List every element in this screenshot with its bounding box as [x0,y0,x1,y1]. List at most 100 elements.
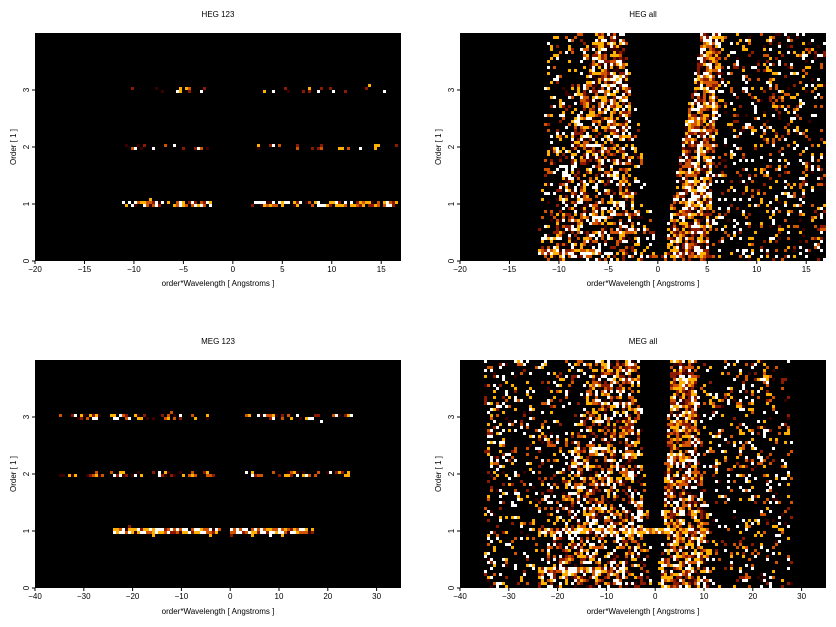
x-tick-label: −5 [179,265,189,274]
heatmap-cell [308,87,311,90]
heatmap-cell [583,423,586,426]
heatmap-cell [688,384,691,387]
heatmap-cell [607,444,610,447]
heatmap-cell [688,252,691,255]
heatmap-cell [700,552,703,555]
heatmap-cell [616,582,619,585]
y-tick-label: 1 [22,201,31,206]
heatmap-cell [634,564,637,567]
heatmap-cell [305,201,308,204]
heatmap-cell [604,534,607,537]
heatmap-cell [685,477,688,480]
heatmap-cell [257,414,260,417]
heatmap-cell [688,249,691,252]
heatmap-cell [667,462,670,465]
heatmap-cell [673,444,676,447]
heatmap-cell [787,195,790,198]
heatmap-cell [574,252,577,255]
heatmap-cell [667,483,670,486]
heatmap-cell [670,381,673,384]
heatmap-cell [652,528,655,531]
heatmap-cell [586,501,589,504]
heatmap-cell [604,219,607,222]
heatmap-cell [622,72,625,75]
heatmap-cell [622,201,625,204]
heatmap-cell [742,75,745,78]
heatmap-cell [592,120,595,123]
heatmap-cell [490,435,493,438]
heatmap-cell [703,501,706,504]
heatmap-cell [598,120,601,123]
heatmap-cell [679,363,682,366]
heatmap-cell [700,555,703,558]
heatmap-cell [164,531,167,534]
heatmap-cell [613,567,616,570]
heatmap-cell [544,528,547,531]
heatmap-cell [691,513,694,516]
heatmap-cell [586,93,589,96]
heatmap-cell [595,531,598,534]
heatmap-cell [586,258,589,261]
heatmap-cell [203,201,206,204]
heatmap-cell [559,237,562,240]
heatmap-cell [688,396,691,399]
heatmap-cell [592,216,595,219]
heatmap-cell [703,180,706,183]
heatmap-cell [700,108,703,111]
heatmap-cell [604,243,607,246]
heatmap-cell [68,474,71,477]
heatmap-cell [604,48,607,51]
heatmap-cell [679,378,682,381]
heatmap-cell [604,402,607,405]
heatmap-cell [595,552,598,555]
heatmap-cell [670,384,673,387]
heatmap-cell [796,225,799,228]
heatmap-cell [595,513,598,516]
heatmap-cell [95,417,98,420]
heatmap-cell [733,93,736,96]
heatmap-cell [655,528,658,531]
heatmap-cell [751,237,754,240]
heatmap-cell [685,129,688,132]
heatmap-cell [595,186,598,189]
x-tick-label: 15 [802,265,811,274]
heatmap-cell [673,384,676,387]
heatmap-cell [676,234,679,237]
heatmap-cell [574,153,577,156]
heatmap-cell [577,447,580,450]
heatmap-cell [679,171,682,174]
heatmap-cell [715,66,718,69]
heatmap-cell [766,249,769,252]
heatmap-cell [709,63,712,66]
heatmap-cell [715,39,718,42]
heatmap-cell [691,390,694,393]
heatmap-cell [592,108,595,111]
heatmap-cell [347,414,350,417]
heatmap-cell [685,450,688,453]
heatmap-cell [628,162,631,165]
heatmap-cell [490,531,493,534]
heatmap-cell [200,531,203,534]
heatmap-cell [622,153,625,156]
heatmap-cell [631,429,634,432]
heatmap-cell [616,87,619,90]
heatmap-cell [679,528,682,531]
heatmap-cell [619,114,622,117]
heatmap-cell [637,504,640,507]
heatmap-cell [610,387,613,390]
heatmap-cell [559,252,562,255]
heatmap-cell [706,249,709,252]
heatmap-cell [619,126,622,129]
heatmap-cell [601,69,604,72]
heatmap-cell [589,441,592,444]
heatmap-cell [685,393,688,396]
heatmap-cell [574,102,577,105]
heatmap-cell [682,423,685,426]
heatmap-cell [679,435,682,438]
heatmap-cell [583,408,586,411]
heatmap-cell [712,210,715,213]
heatmap-cell [137,528,140,531]
heatmap-cell [706,549,709,552]
heatmap-cell [592,381,595,384]
heatmap-cell [673,399,676,402]
